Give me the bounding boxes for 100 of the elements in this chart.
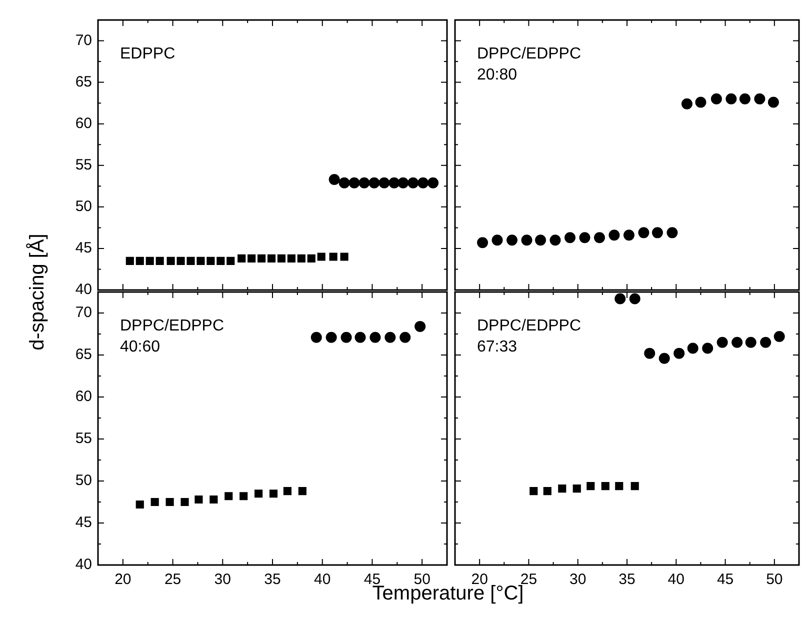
point [506,234,518,246]
point [136,256,144,265]
point [623,230,634,241]
point [652,227,663,238]
point [658,352,670,364]
point [156,256,164,265]
point [329,252,338,261]
point [196,256,205,265]
y-tick-label: 60 [75,388,92,406]
point [216,256,225,265]
point [558,484,566,493]
point [716,336,728,348]
x-tick-label: 45 [716,571,734,588]
point [388,177,400,188]
point [681,98,692,110]
y-tick-label: 65 [75,73,92,90]
point [398,177,409,188]
point [638,227,650,238]
annotation: 40:60 [120,338,160,356]
point [726,93,737,104]
point [368,177,380,188]
x-tick-label: 40 [668,571,684,588]
point [760,336,772,348]
y-tick-label: 65 [75,346,92,364]
y-tick-label: 45 [75,514,92,532]
point [358,177,370,188]
point [492,234,503,246]
point [477,237,488,248]
y-tick-label: 45 [75,240,92,257]
y-tick-label: 55 [75,430,92,448]
point [745,336,756,348]
point [644,348,656,359]
point [739,93,750,104]
point [601,482,610,490]
point [530,487,538,496]
point [754,93,766,104]
point [408,177,419,188]
point [666,227,678,238]
x-tick-label: 30 [214,571,231,588]
point [414,320,426,332]
point [354,332,366,343]
point [594,232,605,244]
point [340,332,352,343]
point [206,256,215,265]
point [240,492,248,500]
point [348,177,360,188]
point [224,492,233,500]
y-tick-label: 40 [75,556,92,574]
point [298,487,306,496]
point [340,252,348,261]
point [543,487,552,496]
y-tick-label: 70 [75,304,92,322]
x-tick-label: 20 [471,571,488,588]
x-tick-label: 35 [264,571,281,588]
point [428,177,439,188]
point [687,342,698,354]
point [614,293,626,304]
point [550,234,561,246]
point [629,293,640,304]
point [180,498,189,506]
point [210,495,218,504]
point [166,498,174,506]
y-tick-label: 60 [75,114,92,132]
point [307,254,316,262]
point [326,332,337,343]
y-tick-label: 50 [75,198,92,216]
annotation: DPPC/EDPPC [120,317,224,334]
x-tick-label: 25 [164,571,182,588]
point [774,331,785,342]
point [267,254,276,262]
point [768,96,779,108]
point [579,232,590,244]
point [378,177,390,188]
y-tick-label: 55 [75,156,92,174]
point [297,254,306,262]
point [328,174,340,186]
annotation: 67:33 [477,338,518,356]
point [535,234,546,246]
x-tick-label: 40 [314,571,331,588]
x-tick-label: 50 [414,571,430,588]
point [238,254,246,262]
annotation: DPPC/EDPPC [477,45,582,62]
point [400,332,411,343]
point [572,484,581,493]
point [136,500,144,509]
point [248,254,256,262]
point [146,256,154,265]
point [710,93,722,104]
point [702,342,714,354]
point [586,482,595,490]
point [176,256,185,265]
y-axis-title: d-spacing [Å] [26,234,50,350]
point [615,482,624,490]
point [287,254,296,262]
point [630,482,639,490]
point [310,332,322,343]
point [317,252,326,261]
point [674,348,685,359]
annotation: EDPPC [120,45,176,62]
point [194,495,203,504]
